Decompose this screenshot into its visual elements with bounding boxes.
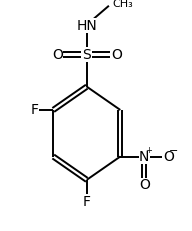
Text: −: − xyxy=(169,146,178,156)
Text: O: O xyxy=(139,178,150,192)
Text: HN: HN xyxy=(76,19,97,33)
Text: CH₃: CH₃ xyxy=(113,0,133,9)
Text: +: + xyxy=(145,146,152,155)
Text: F: F xyxy=(83,195,91,209)
Text: N: N xyxy=(139,149,149,164)
Text: S: S xyxy=(82,48,91,61)
Text: F: F xyxy=(31,103,39,117)
Text: O: O xyxy=(111,48,122,61)
Text: O: O xyxy=(52,48,63,61)
Text: O: O xyxy=(163,149,174,164)
